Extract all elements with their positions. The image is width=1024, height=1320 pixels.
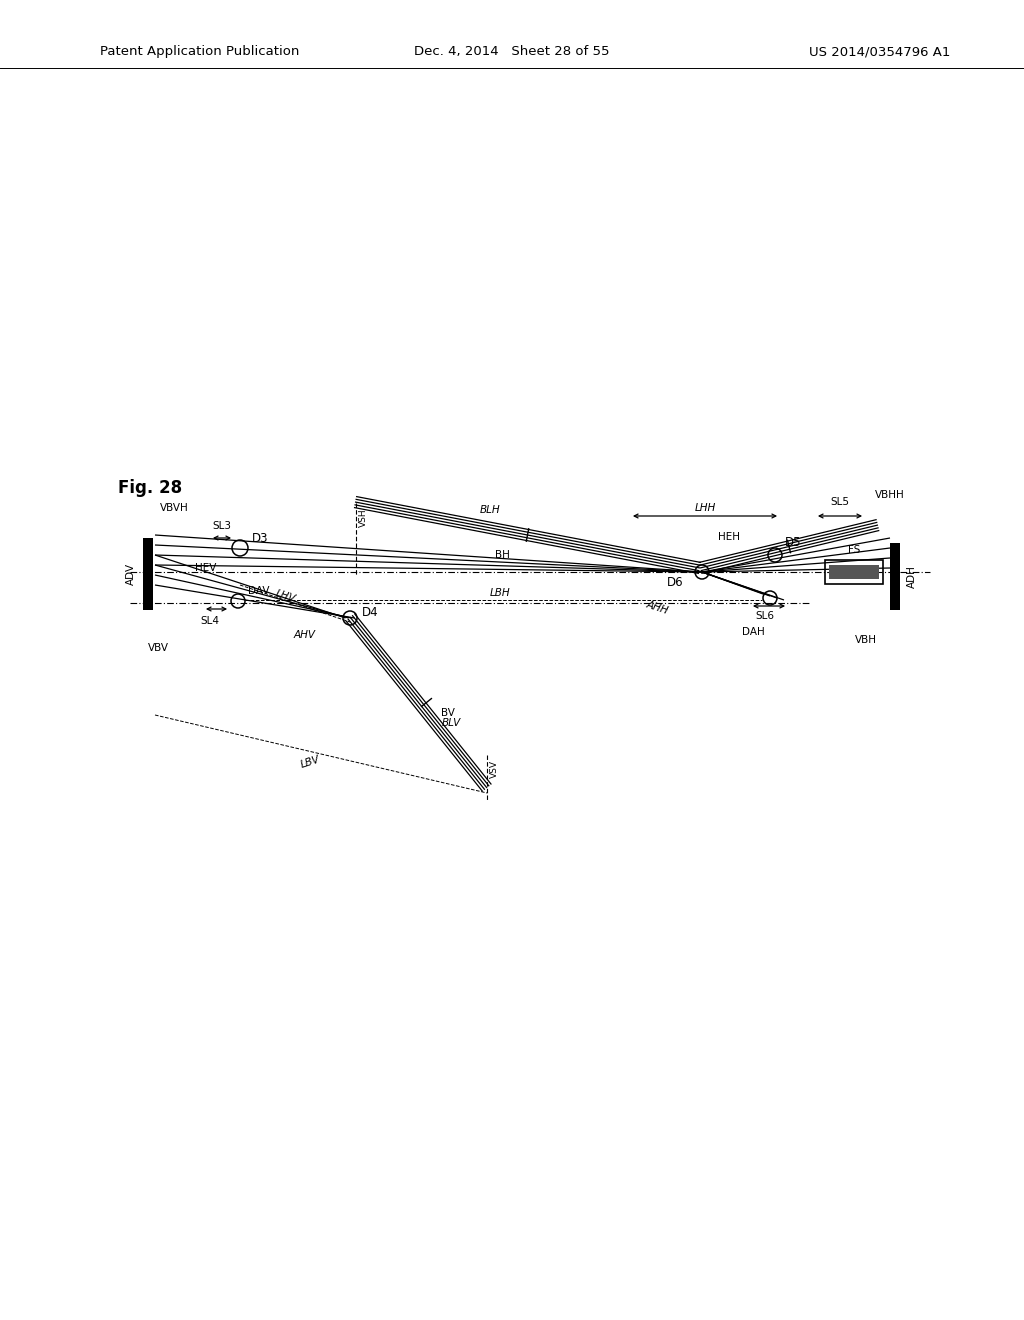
Text: Dec. 4, 2014   Sheet 28 of 55: Dec. 4, 2014 Sheet 28 of 55 bbox=[415, 45, 609, 58]
Text: LHH: LHH bbox=[694, 503, 716, 513]
Bar bbox=[890, 543, 900, 610]
Text: VBV: VBV bbox=[148, 643, 169, 653]
Text: HEH: HEH bbox=[718, 532, 740, 543]
Text: D4: D4 bbox=[362, 606, 379, 619]
Text: AHV: AHV bbox=[294, 630, 316, 640]
Text: AHH: AHH bbox=[645, 599, 670, 616]
Text: SL4: SL4 bbox=[201, 616, 219, 626]
Text: BLV: BLV bbox=[442, 718, 461, 729]
Text: D3: D3 bbox=[252, 532, 268, 544]
Text: VSV: VSV bbox=[490, 760, 499, 777]
Text: AD5: AD5 bbox=[891, 568, 899, 585]
Text: Fig. 28: Fig. 28 bbox=[118, 479, 182, 498]
Text: BH: BH bbox=[495, 550, 510, 560]
Bar bbox=[829, 565, 879, 579]
Text: BV: BV bbox=[441, 708, 456, 718]
Bar bbox=[825, 560, 883, 583]
Text: Patent Application Publication: Patent Application Publication bbox=[100, 45, 299, 58]
Text: SL5: SL5 bbox=[830, 498, 849, 507]
Text: SL6: SL6 bbox=[756, 611, 774, 620]
Text: US 2014/0354796 A1: US 2014/0354796 A1 bbox=[809, 45, 950, 58]
Text: DAV: DAV bbox=[248, 586, 269, 597]
Text: AD3: AD3 bbox=[143, 565, 153, 583]
Text: FS: FS bbox=[848, 545, 860, 554]
Bar bbox=[143, 539, 153, 610]
Text: D6: D6 bbox=[667, 576, 683, 589]
Text: SL3: SL3 bbox=[213, 521, 231, 531]
Text: LBV: LBV bbox=[299, 754, 322, 770]
Text: ADH: ADH bbox=[907, 565, 918, 587]
Text: VSH: VSH bbox=[359, 508, 368, 527]
Text: DAH: DAH bbox=[742, 627, 765, 638]
Text: VBVH: VBVH bbox=[160, 503, 188, 513]
Text: HEV: HEV bbox=[195, 564, 216, 573]
Text: ADV: ADV bbox=[126, 562, 136, 585]
Text: VBHH: VBHH bbox=[874, 490, 905, 500]
Text: LHV: LHV bbox=[273, 587, 296, 605]
Text: D5: D5 bbox=[785, 536, 802, 549]
Text: VBH: VBH bbox=[855, 635, 877, 645]
Text: BLH: BLH bbox=[479, 506, 501, 515]
Text: LBH: LBH bbox=[489, 587, 510, 598]
